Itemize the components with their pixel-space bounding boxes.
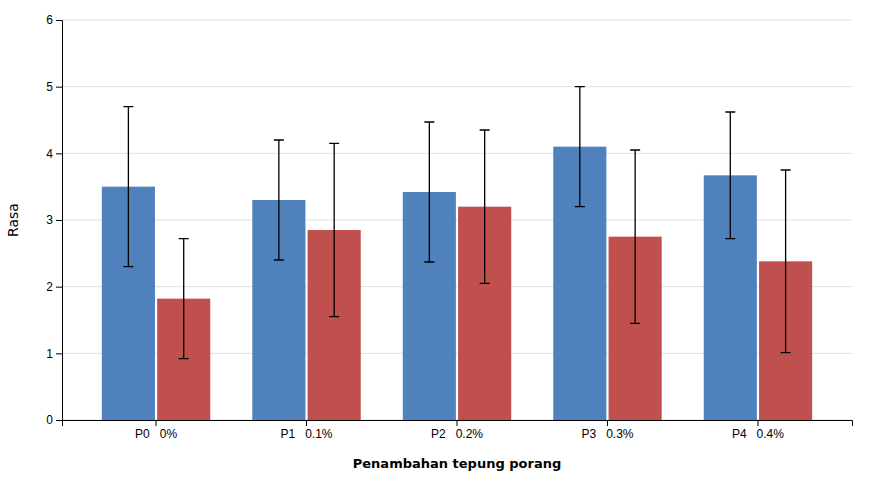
tick-label: P3 0.3% [581, 427, 633, 441]
error-bar [480, 130, 490, 283]
error-bar [329, 143, 339, 316]
error-bar [575, 87, 585, 207]
tick-label: P0 0% [135, 427, 177, 441]
y-axis: 0 1 2 3 4 5 6 [46, 13, 62, 427]
grid [62, 20, 852, 420]
bar-series [157, 130, 812, 420]
tick: P3 0.3% [581, 420, 633, 441]
tick-label: 3 [46, 213, 53, 227]
tick: 5 [46, 80, 62, 94]
x-axis-title: Penambahan tepung porang [353, 456, 561, 471]
tick: 6 [46, 13, 62, 27]
tick-mark [56, 353, 62, 354]
grid-line [62, 20, 852, 21]
tick-mark [156, 420, 157, 426]
grid-line [62, 153, 852, 154]
tick: 3 [46, 213, 62, 227]
tick-label: 6 [46, 13, 53, 27]
tick-label: P1 0.1% [281, 427, 333, 441]
tick: 1 [46, 347, 62, 361]
x-axis: P0 0% P1 0.1% P2 0.2% P3 0.3% P4 0.4% [63, 420, 853, 441]
tick-mark [56, 420, 62, 421]
y-axis-title: Rasa [5, 203, 21, 237]
error-bar [725, 112, 735, 239]
plot-area: P0 0% P1 0.1% P2 0.2% P3 0.3% P4 0.4% 0 1 2 3 4 5 6 [46, 13, 852, 440]
tick-mark [56, 153, 62, 154]
error-bar [179, 239, 189, 359]
tick-mark [56, 20, 62, 21]
tick-mark [306, 420, 307, 426]
tick-mark [56, 220, 62, 221]
tick-label: 1 [46, 347, 53, 361]
tick-label: 5 [46, 80, 53, 94]
error-bar [781, 170, 791, 353]
error-bar [424, 122, 434, 262]
bar-series [102, 87, 757, 420]
tick-mark [607, 420, 608, 426]
tick-label: P4 0.4% [732, 427, 784, 441]
tick: P2 0.2% [431, 420, 483, 441]
tick-mark [457, 420, 458, 426]
tick: 4 [46, 147, 62, 161]
error-bar [630, 150, 640, 323]
axis-line [56, 21, 63, 421]
tick-mark [757, 420, 758, 426]
chart: P0 0% P1 0.1% P2 0.2% P3 0.3% P4 0.4% 0 1 2 3 4 5 6… [0, 0, 872, 482]
marks [102, 87, 812, 420]
error-bar [274, 140, 284, 260]
tick: P1 0.1% [281, 420, 333, 441]
tick-mark [56, 287, 62, 288]
tick: 0 [46, 413, 62, 427]
axis-line [63, 421, 853, 427]
tick-mark [56, 87, 62, 88]
tick-label: 4 [46, 147, 53, 161]
tick-label: 2 [46, 280, 53, 294]
grid-line [62, 86, 852, 87]
tick: P4 0.4% [732, 420, 784, 441]
tick-label: P2 0.2% [431, 427, 483, 441]
tick-label: 0 [46, 413, 53, 427]
tick: 2 [46, 280, 62, 294]
tick: P0 0% [135, 420, 177, 441]
error-bar [123, 107, 133, 267]
